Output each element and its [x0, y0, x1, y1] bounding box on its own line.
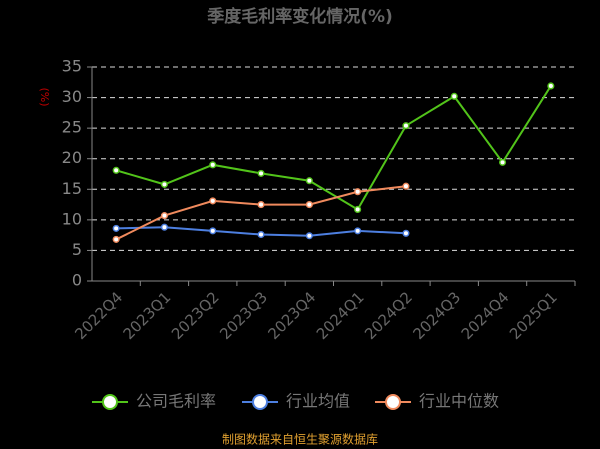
y-tick-label: 10 [62, 209, 82, 228]
legend-label: 行业中位数 [419, 392, 499, 411]
data-point [257, 201, 265, 209]
y-axis-label: (%) [38, 87, 51, 106]
data-point [209, 161, 217, 169]
legend-marker [385, 394, 401, 410]
data-point [257, 169, 265, 177]
data-point [402, 122, 410, 130]
source-note: 制图数据来自恒生聚源数据库 [222, 432, 378, 447]
data-point [112, 235, 120, 243]
data-point [450, 92, 458, 100]
data-point [160, 180, 168, 188]
y-tick-label: 20 [62, 148, 82, 167]
y-tick-label: 15 [62, 179, 82, 198]
legend-marker [102, 394, 118, 410]
chart-title: 季度毛利率变化情况(%) [207, 6, 393, 27]
data-point [305, 201, 313, 209]
legend-label: 行业均值 [286, 392, 350, 411]
data-point [112, 224, 120, 232]
data-point [354, 205, 362, 214]
data-point [354, 227, 362, 235]
legend-label: 公司毛利率 [136, 392, 216, 411]
data-point [305, 232, 313, 240]
data-point [112, 166, 120, 174]
data-point [402, 229, 410, 237]
y-tick-label: 30 [62, 87, 82, 106]
data-point [257, 230, 265, 239]
data-point [354, 188, 362, 196]
data-point [402, 182, 410, 190]
data-point [547, 82, 555, 90]
y-tick-label: 0 [72, 271, 82, 290]
data-point [209, 227, 217, 235]
data-point [160, 223, 168, 231]
data-point [209, 197, 217, 205]
series-line [115, 85, 552, 211]
data-point [160, 212, 168, 220]
y-tick-label: 35 [62, 57, 82, 76]
data-point [305, 177, 313, 185]
y-tick-label: 25 [62, 118, 82, 137]
y-tick-label: 5 [72, 240, 82, 259]
legend-marker [252, 394, 268, 410]
data-point [499, 158, 507, 166]
